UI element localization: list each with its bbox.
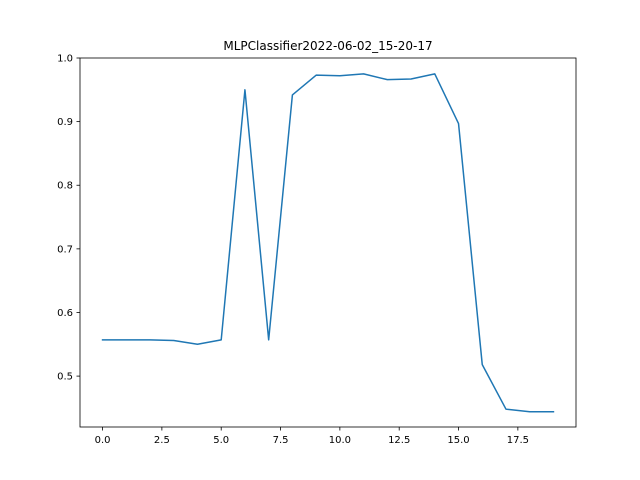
y-tick-label: 0.5 [57,372,73,383]
chart-title: MLPClassifier2022-06-02_15-20-17 [223,39,432,53]
y-tick-label: 0.9 [57,117,73,128]
y-tick-label: 0.8 [57,181,73,192]
y-tick-label: 0.7 [57,244,73,255]
x-tick-label: 7.5 [273,435,289,446]
x-tick-label: 17.5 [507,435,529,446]
axes-frame [79,57,577,428]
x-tick-label: 5.0 [213,435,229,446]
x-tick-label: 10.0 [329,435,351,446]
plot-area: 0.0 2.5 5.0 7.5 10.0 12.5 15.0 17.5 0.5 0.6 0.7 0.8… [57,54,577,446]
y-tick-label: 0.6 [57,308,73,319]
y-tick-label: 1.0 [57,54,73,65]
x-tick-label: 12.5 [388,435,410,446]
series-line-0 [101,73,555,413]
x-tick-label: 0.0 [95,435,111,446]
x-tick-label: 2.5 [154,435,170,446]
x-tick-label: 15.0 [447,435,469,446]
